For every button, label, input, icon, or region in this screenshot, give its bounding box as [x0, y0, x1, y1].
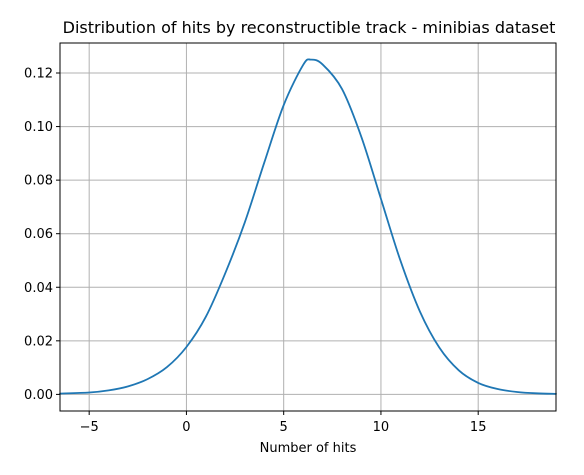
x-axis-label: Number of hits	[260, 441, 357, 456]
series-line	[59, 58, 557, 395]
series-layer	[59, 58, 557, 395]
y-tick-label: 0.00	[24, 388, 53, 403]
x-tick-label: −5	[80, 420, 99, 435]
chart-title: Distribution of hits by reconstructible …	[63, 18, 556, 37]
y-tick-label: 0.08	[24, 174, 53, 189]
x-tick-label: 5	[280, 420, 288, 435]
tick-layer: −5 0 5 10 15 0.00 0.02 0.04 0.06 0.08 0.10 0.12	[24, 66, 486, 435]
y-tick-label: 0.12	[24, 66, 53, 81]
plot-frame	[59, 42, 557, 412]
x-tick-label: 10	[373, 420, 390, 435]
y-tick-label: 0.04	[24, 281, 53, 296]
x-tick-label: 15	[470, 420, 487, 435]
x-tick-label: 0	[182, 420, 190, 435]
y-tick-label: 0.02	[24, 334, 53, 349]
y-tick-label: 0.10	[24, 120, 53, 135]
y-tick-label: 0.06	[24, 227, 53, 242]
